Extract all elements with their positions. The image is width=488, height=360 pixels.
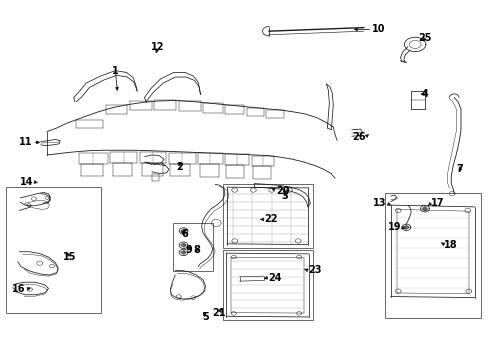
Bar — [172, 223, 212, 271]
Text: 9: 9 — [184, 245, 191, 255]
Text: 17: 17 — [430, 198, 444, 208]
Text: 25: 25 — [417, 33, 431, 43]
Polygon shape — [181, 229, 185, 232]
Text: 20: 20 — [276, 186, 289, 196]
Text: 23: 23 — [307, 265, 321, 275]
Text: 22: 22 — [264, 215, 277, 224]
Bar — [384, 193, 480, 318]
Text: 10: 10 — [371, 24, 385, 35]
Bar — [5, 187, 101, 313]
Text: 26: 26 — [351, 132, 365, 142]
Text: 14: 14 — [20, 177, 34, 187]
Text: 16: 16 — [12, 284, 25, 294]
Text: 2: 2 — [176, 162, 183, 172]
Text: 6: 6 — [181, 229, 187, 239]
Polygon shape — [404, 226, 407, 229]
Text: 4: 4 — [421, 89, 427, 99]
Text: 7: 7 — [456, 164, 463, 174]
Text: 8: 8 — [193, 245, 200, 255]
Text: 13: 13 — [373, 198, 386, 208]
Text: 1: 1 — [112, 66, 119, 76]
Bar — [222, 250, 312, 320]
Text: 15: 15 — [63, 252, 77, 262]
Text: 11: 11 — [19, 138, 32, 147]
Polygon shape — [181, 244, 185, 247]
Text: 24: 24 — [267, 273, 281, 283]
Text: 21: 21 — [211, 308, 225, 318]
Text: 19: 19 — [387, 222, 401, 232]
Text: 12: 12 — [151, 42, 164, 52]
Bar — [222, 184, 312, 248]
Polygon shape — [181, 251, 185, 254]
Polygon shape — [422, 207, 426, 210]
Text: 18: 18 — [444, 239, 457, 249]
Text: 3: 3 — [281, 191, 288, 201]
Text: 5: 5 — [202, 312, 208, 322]
